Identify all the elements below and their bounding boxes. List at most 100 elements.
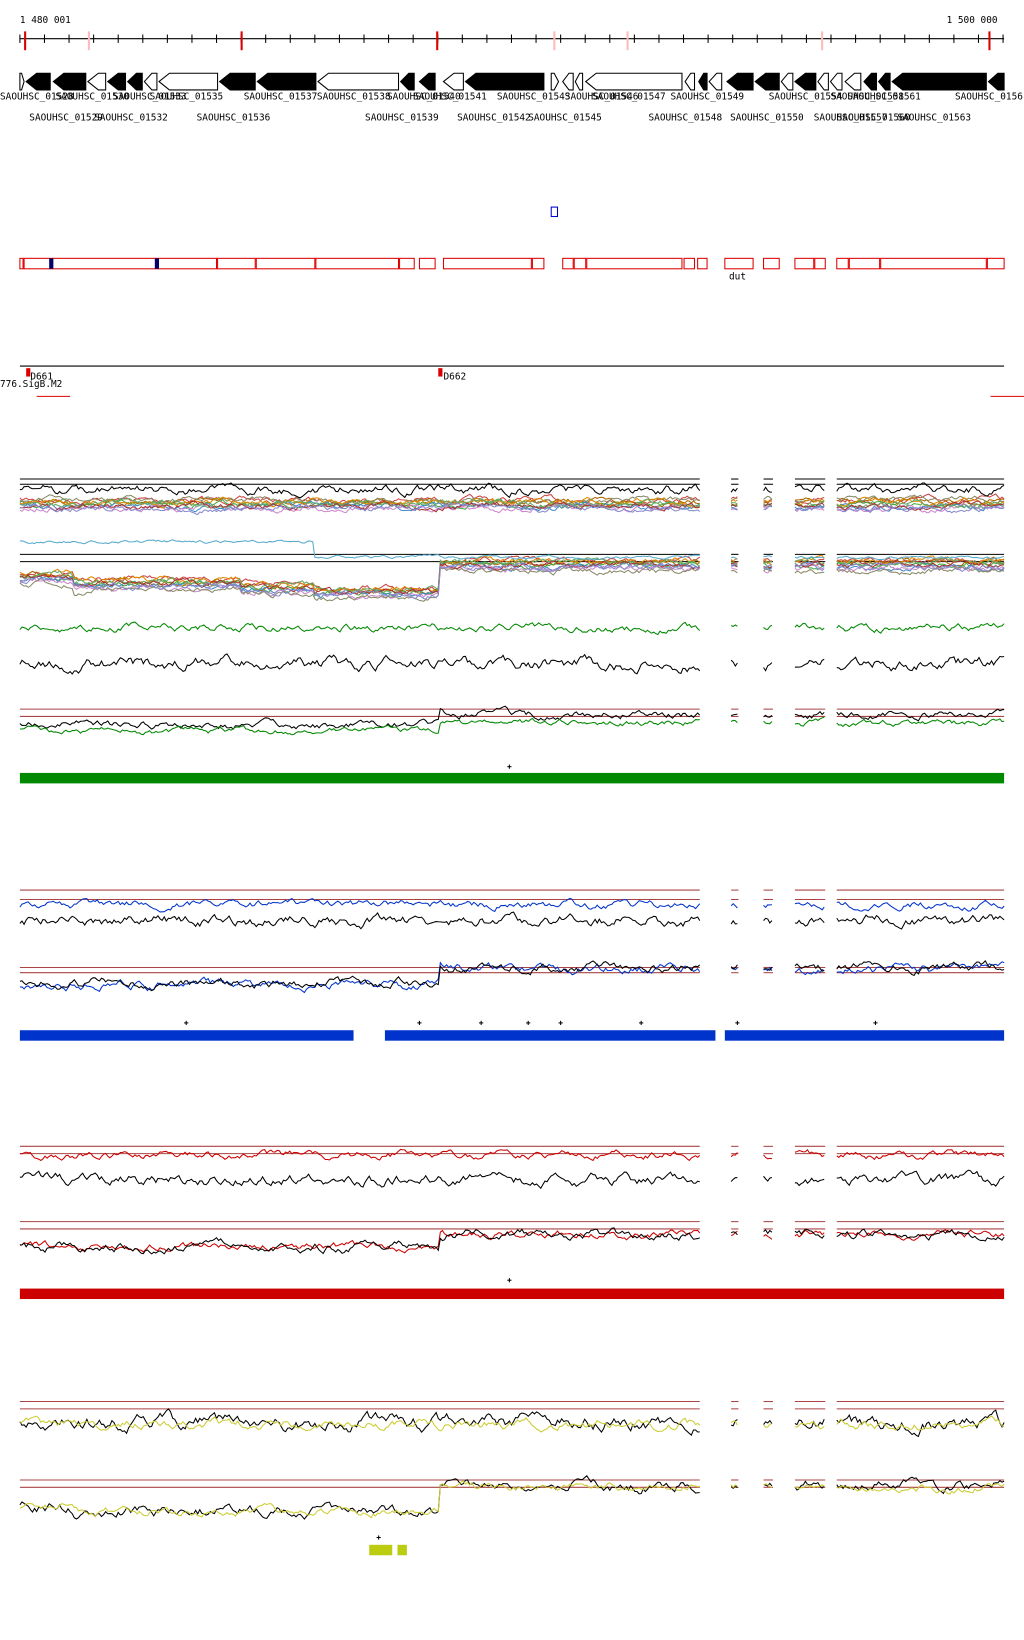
signal-line [836,482,1005,497]
operon-box [814,257,826,270]
signal-line [836,1228,1005,1242]
signal-line [836,1415,1005,1431]
signal-line [794,901,825,911]
operon-box [724,257,754,270]
gene-label: SAOUHSC_01542 [457,112,531,123]
yellow-bar [397,1544,407,1556]
signal-line [836,708,1005,722]
signal-line [730,503,738,507]
axis-end: 1 500 000 [947,15,998,26]
operon-box [562,257,574,270]
gene-label: SAOUHSC_01550 [730,112,804,123]
signal-line [19,960,701,992]
signal-line [19,557,700,594]
signal-line [794,1148,825,1158]
signal-line [836,914,1005,930]
signal-line [794,502,825,508]
signal-line [730,903,738,909]
gene-label: SAOUHSC_01532 [94,112,168,123]
signal-line [730,1152,738,1158]
signal-line [794,569,825,575]
signal-line [794,1177,825,1187]
signal-line [794,1229,825,1238]
operon-mark [154,258,160,269]
signal-line [794,484,825,493]
signal-line [763,966,773,972]
signal-line [836,1476,1005,1495]
signal-line [730,964,738,970]
operon-box [217,257,256,270]
signal-line [19,1408,700,1436]
signal-line [730,919,738,925]
blue-bar [19,1030,354,1041]
signal-line [730,1419,738,1427]
signal-line [763,662,773,672]
gene-arrow [399,72,415,91]
gene-arrow [317,72,400,91]
signal-line [763,500,773,503]
signal-line [19,496,700,509]
gene-label: SAOUHSC_01558 [830,91,904,102]
signal-line [763,1419,773,1425]
signal-line [19,566,700,602]
signal-line [794,963,825,972]
signal-line [730,498,738,503]
gene-label: SAOUHSC_01528 [0,91,74,102]
operon-mark [49,258,54,269]
gene-label: SAOUHSC_01539 [365,112,439,123]
signal-line [836,1169,1005,1187]
signal-line [19,497,701,510]
signal-line [730,1177,738,1182]
signal-line [763,560,773,564]
signal-line [763,1175,773,1182]
gene-label: SAOUHSC_01537 [244,91,318,102]
signal-line [19,1170,700,1190]
gene-arrow [817,72,829,91]
signal-line [794,562,825,572]
operon-box [399,257,415,270]
operon-label: dut [729,271,746,282]
blue-box [550,206,559,218]
signal-line [730,1420,738,1426]
promoter-mark [438,368,443,377]
signal-line [19,961,701,994]
signal-line [731,562,738,566]
signal-line [19,1475,700,1520]
signal-line [730,487,738,493]
gene-arrow [754,72,780,91]
signal-line [836,1482,1005,1495]
signal-line [19,1229,701,1254]
signal-line [836,555,1005,561]
signal-line [730,1484,738,1489]
signal-line [794,917,825,927]
signal-line [763,564,773,569]
signal-line [19,1480,700,1519]
operon-box [697,257,708,270]
signal-line [730,556,738,560]
operon-box [848,257,881,270]
gene-arrow [829,72,843,91]
signal-line [730,1484,738,1490]
signal-line [794,500,825,509]
signal-line [836,961,1005,975]
gene-arrow [52,72,87,91]
signal-line [730,1230,738,1237]
gene-label: SAOUHSC_0156 [955,91,1023,102]
signal-line [763,1483,773,1488]
signal-line [836,1149,1005,1161]
gene-label: SAOUHSC_01529 [29,112,103,123]
blue-bar [384,1030,716,1041]
signal-line [19,502,701,516]
gene-arrow [684,72,696,91]
gene-arrow [418,72,436,91]
operon-box [683,257,696,270]
signal-line [836,566,1005,576]
signal-line [794,1228,825,1239]
signal-line [836,622,1005,634]
signal-line [19,500,701,513]
gene-arrow [143,72,158,91]
gene-arrow [562,72,574,91]
signal-line [763,1229,773,1235]
gene-arrow [891,72,987,91]
gene-label: SAOUHSC_01545 [528,112,602,123]
